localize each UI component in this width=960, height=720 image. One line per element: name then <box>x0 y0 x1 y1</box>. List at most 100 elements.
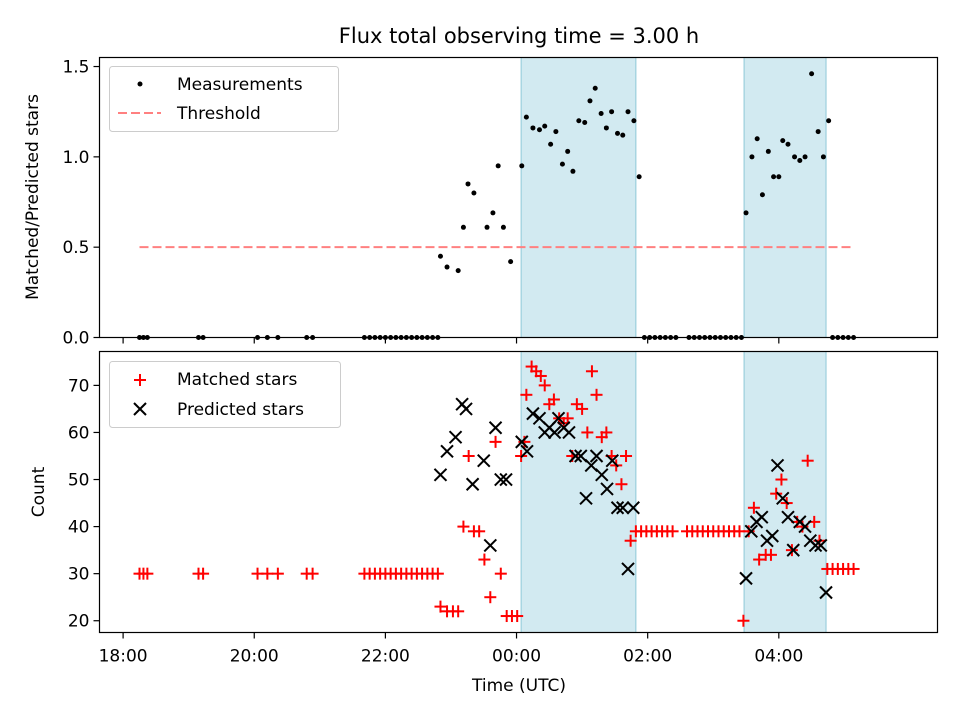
y-tick-label: 1.5 <box>62 58 89 78</box>
predicted-stars-marker <box>488 421 503 435</box>
y-tick-label: 1.0 <box>62 148 89 168</box>
predicted-stars-marker <box>499 472 513 487</box>
predicted-stars-marker <box>448 430 463 444</box>
matched-stars-marker <box>489 435 502 448</box>
matched-stars-marker <box>534 369 547 382</box>
measurements-point <box>553 129 559 135</box>
measurements-point <box>570 168 576 174</box>
observing-window-shades <box>520 57 827 338</box>
measurements-point <box>631 118 637 124</box>
predicted-stars-marker <box>610 501 625 515</box>
y-tick-label: 40 <box>68 518 90 538</box>
measurements-point <box>576 118 582 124</box>
predicted-stars-marker <box>776 491 790 506</box>
matched-stars-marker <box>141 567 154 580</box>
predicted-stars-marker <box>621 562 635 576</box>
matched-stars-marker <box>590 388 603 401</box>
ratio-legend: Measurements Threshold <box>109 66 339 132</box>
measurements-point <box>587 98 593 104</box>
measurements-point <box>625 109 631 115</box>
predicted-stars-marker <box>600 482 614 496</box>
predicted-stars-marker <box>494 472 508 487</box>
x-tick-label: 00:00 <box>492 647 541 667</box>
measurements-point <box>437 253 443 259</box>
measurements-point <box>444 264 450 270</box>
predicted-stars-marker <box>551 411 566 426</box>
matched-stars-marker <box>620 449 633 462</box>
observing-window-shades <box>520 351 827 633</box>
matched-stars-marker <box>581 426 594 439</box>
y-tick-label: 60 <box>68 423 90 443</box>
measurements-point <box>759 192 765 198</box>
predicted-stars-marker <box>798 519 812 534</box>
observing-window <box>520 351 637 633</box>
ratio-legend-box <box>109 66 339 132</box>
ratio-x-axis-ticks <box>122 337 780 344</box>
figure-title: Flux total observing time = 3.00 h <box>339 24 699 48</box>
predicted-stars-marker <box>520 444 534 458</box>
predicted-stars-marker <box>755 510 769 524</box>
measurements-point <box>455 268 461 274</box>
predicted-stars-marker <box>819 585 833 600</box>
predicted-stars-marker <box>739 571 753 586</box>
measurements-point <box>559 161 565 167</box>
measurements-point <box>771 174 777 180</box>
observing-window <box>743 351 827 633</box>
matched-stars-marker <box>666 525 679 538</box>
matched-stars-marker <box>473 525 486 538</box>
measurements-point <box>508 259 514 265</box>
matched-stars-marker <box>585 365 598 378</box>
matched-stars-marker <box>764 548 777 561</box>
measurements-point <box>592 85 598 91</box>
count-y-axis-label: Count <box>29 466 49 517</box>
y-tick-label: 20 <box>68 612 90 632</box>
measurements-point <box>582 120 588 126</box>
measurements-point <box>530 125 536 131</box>
matched-stars-marker <box>478 553 491 566</box>
matched-stars-marker <box>520 388 533 401</box>
measurements-point <box>565 148 571 154</box>
matched-stars-marker <box>511 610 524 623</box>
measurements-point <box>484 224 490 230</box>
matched-stars-marker <box>538 379 551 392</box>
observing-window <box>743 57 827 338</box>
measurements-legend-marker <box>137 81 143 87</box>
predicted-stars-marker <box>770 458 785 473</box>
predicted-stars-marker <box>589 449 604 463</box>
measurements-point <box>548 141 554 147</box>
predicted-stars-marker <box>526 406 540 421</box>
measurements-point <box>598 111 604 116</box>
measurements-point <box>542 123 548 129</box>
predicted-stars-marker <box>786 543 800 557</box>
measurements-point <box>749 154 755 160</box>
predicted-stars-marker <box>477 453 491 468</box>
measurements-point <box>636 174 642 180</box>
matched-stars-marker <box>261 567 274 580</box>
ratio-panel: 0.0 0.5 1.0 1.5 Matched/Predicted stars Mea… <box>23 56 939 349</box>
measurements-point <box>500 224 506 230</box>
predicted-stars-marker <box>814 538 828 553</box>
predicted-stars-marker <box>781 510 795 524</box>
matched-stars-marker <box>737 614 750 627</box>
matched-stars-marker <box>431 567 444 580</box>
y-tick-label: 50 <box>68 471 90 491</box>
measurements-point <box>780 138 786 144</box>
measurements-point <box>743 210 749 216</box>
matched-stars-legend-marker <box>134 374 146 386</box>
predicted-stars-marker <box>465 477 480 491</box>
measurements-point <box>603 125 609 131</box>
matched-stars-marker <box>753 553 766 566</box>
matched-stars-marker <box>462 449 475 462</box>
x-axis-label: Time (UTC) <box>471 676 566 696</box>
measurements-point <box>754 136 760 142</box>
measurements-point <box>785 141 791 147</box>
ratio-series-layer <box>136 71 857 340</box>
matched-stars-marker <box>847 562 860 575</box>
measurements-point <box>490 210 496 216</box>
count-legend-box <box>109 361 341 428</box>
measurements-point <box>615 130 621 136</box>
predicted-stars-marker <box>547 425 562 440</box>
count-legend: Matched stars Predicted stars <box>109 361 341 428</box>
matched-stars-legend-label: Matched stars <box>177 370 297 390</box>
